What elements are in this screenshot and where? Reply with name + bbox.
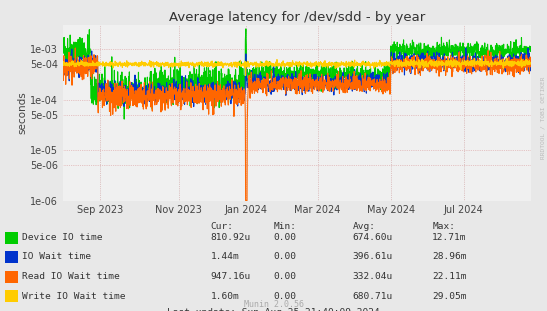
Title: Average latency for /dev/sdd - by year: Average latency for /dev/sdd - by year (168, 11, 425, 24)
Text: 396.61u: 396.61u (353, 253, 393, 261)
Text: Write IO Wait time: Write IO Wait time (22, 292, 125, 300)
Text: Read IO Wait time: Read IO Wait time (22, 272, 120, 281)
Text: 28.96m: 28.96m (432, 253, 467, 261)
Text: 29.05m: 29.05m (432, 292, 467, 300)
Text: 332.04u: 332.04u (353, 272, 393, 281)
Text: 0.00: 0.00 (274, 272, 296, 281)
Text: 0.00: 0.00 (274, 253, 296, 261)
Text: Max:: Max: (432, 222, 455, 231)
Text: 12.71m: 12.71m (432, 233, 467, 242)
Text: Avg:: Avg: (353, 222, 376, 231)
Y-axis label: seconds: seconds (17, 91, 27, 134)
Text: RRDTOOL / TOBI OETIKER: RRDTOOL / TOBI OETIKER (541, 77, 546, 160)
Text: 0.00: 0.00 (274, 233, 296, 242)
Text: 1.44m: 1.44m (211, 253, 240, 261)
Text: 810.92u: 810.92u (211, 233, 251, 242)
Text: 680.71u: 680.71u (353, 292, 393, 300)
Text: 674.60u: 674.60u (353, 233, 393, 242)
Text: Last update: Sun Aug 25 21:40:09 2024: Last update: Sun Aug 25 21:40:09 2024 (167, 308, 380, 311)
Text: 22.11m: 22.11m (432, 272, 467, 281)
Text: 0.00: 0.00 (274, 292, 296, 300)
Text: Min:: Min: (274, 222, 296, 231)
Text: 947.16u: 947.16u (211, 272, 251, 281)
Text: IO Wait time: IO Wait time (22, 253, 91, 261)
Text: Cur:: Cur: (211, 222, 234, 231)
Text: Device IO time: Device IO time (22, 233, 102, 242)
Text: Munin 2.0.56: Munin 2.0.56 (243, 300, 304, 309)
Text: 1.60m: 1.60m (211, 292, 240, 300)
